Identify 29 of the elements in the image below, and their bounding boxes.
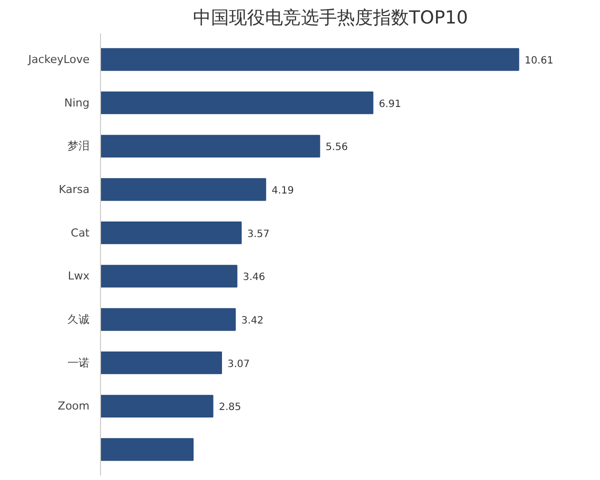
y-tick-label: Ning: [64, 96, 90, 110]
y-tick-label: 久诚: [68, 313, 90, 326]
bar: [100, 352, 222, 374]
bar: [100, 178, 266, 201]
y-tick-label: Karsa: [58, 183, 90, 196]
data-label: 3.57: [247, 228, 270, 240]
bar: [100, 394, 214, 418]
y-tick-label: JackeyLove: [27, 53, 90, 66]
y-tick-label: 梦泪: [68, 140, 90, 153]
chart-title: 中国现役电竞选手热度指数TOP10: [193, 8, 468, 28]
data-label: 4.19: [272, 186, 294, 196]
y-tick-label: Lwx: [68, 270, 90, 283]
y-tick-label: Cat: [70, 226, 90, 240]
bar: [100, 134, 320, 158]
bar: [100, 92, 374, 114]
y-tick-label: Zoom: [58, 400, 90, 413]
data-label: 5.56: [326, 142, 348, 154]
bar: [100, 264, 238, 288]
bar: [100, 308, 236, 331]
data-label: 3.07: [228, 358, 250, 370]
data-label: 6.91: [378, 98, 402, 110]
bar: [100, 48, 520, 71]
bar: [100, 222, 242, 244]
y-tick-label: 一诺: [68, 356, 90, 370]
data-label: 3.42: [241, 316, 264, 326]
data-label: 10.61: [524, 56, 554, 66]
bar: [100, 438, 194, 461]
data-label: 3.46: [242, 272, 266, 284]
data-label: 2.85: [218, 402, 242, 414]
